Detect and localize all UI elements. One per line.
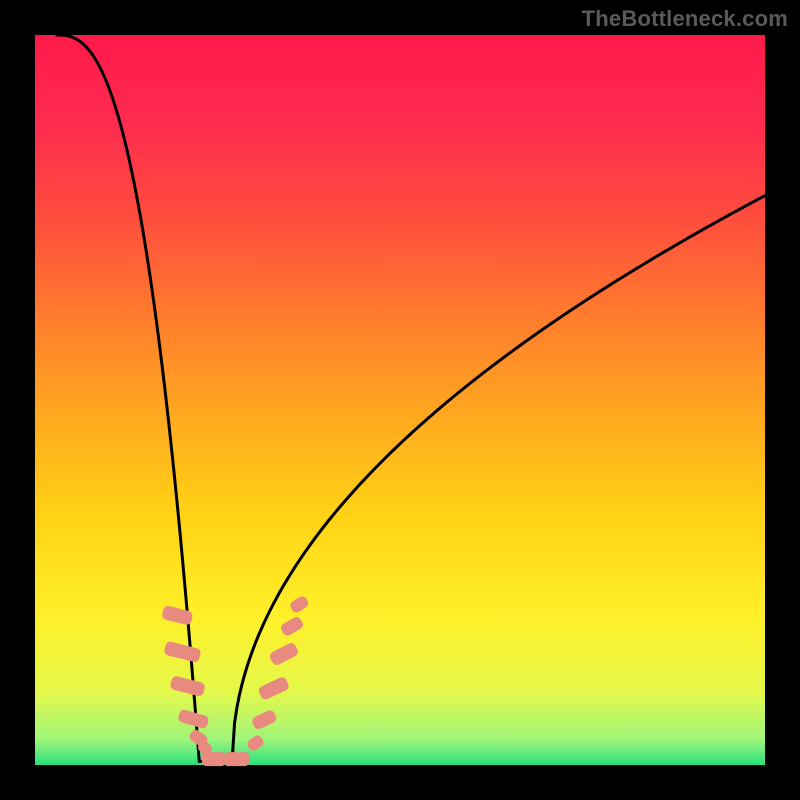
curve-marker [223,752,249,766]
curve-marker [202,752,226,766]
plot-background [35,35,765,765]
chart-svg [0,0,800,800]
watermark-text: TheBottleneck.com [582,6,788,32]
